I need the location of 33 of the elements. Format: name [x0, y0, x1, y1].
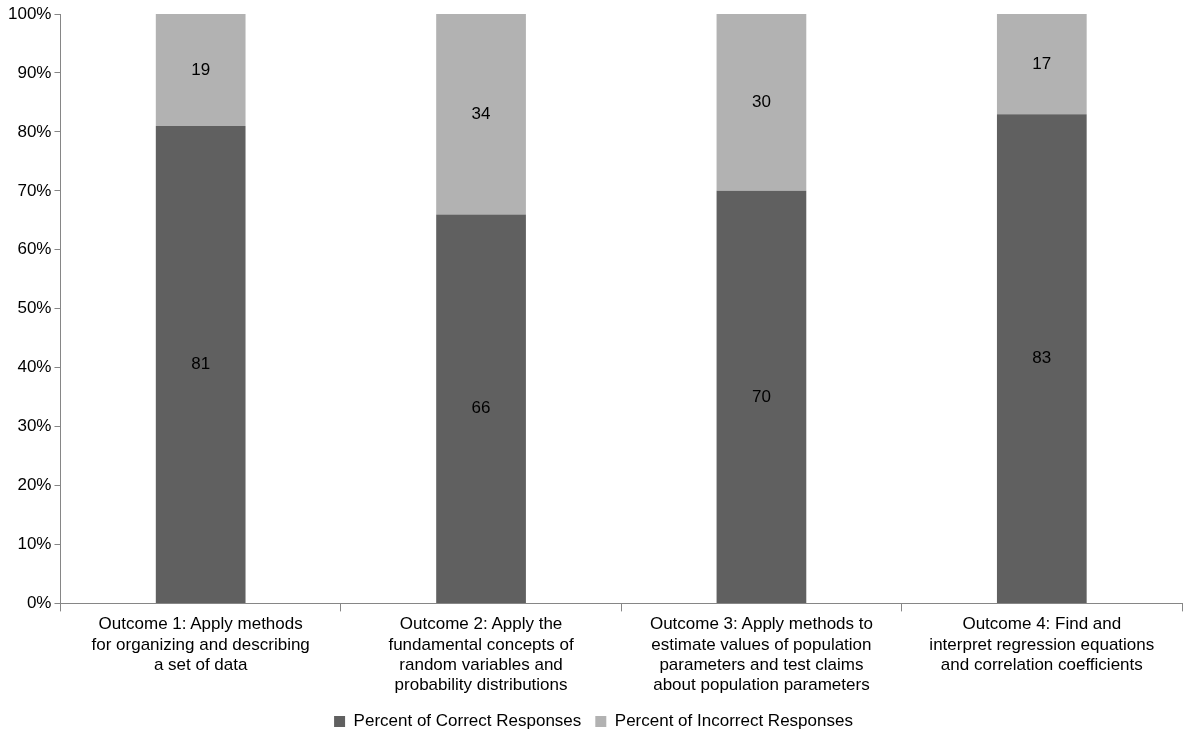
- y-tick-label: 20%: [17, 475, 52, 495]
- x-tick-label: Outcome 1: Apply methods for organizing and describing a set of data: [91, 614, 310, 675]
- y-tick-label: 80%: [17, 121, 52, 141]
- x-tick-label: Outcome 4: Find and interpret regression equations and correlation coefficients: [929, 614, 1155, 675]
- y-tick-label: 30%: [17, 416, 52, 436]
- y-tick-label: 100%: [8, 3, 52, 23]
- y-tick-label: 50%: [17, 298, 52, 318]
- y-tick-label: 90%: [17, 62, 52, 82]
- bar: [996, 14, 1087, 115]
- data-label: 81: [191, 354, 211, 374]
- x-tick-label: Outcome 2: Apply the fundamental concepts of random variables and probability distributions: [388, 614, 574, 695]
- bar: [436, 214, 526, 603]
- data-label: 70: [751, 386, 771, 406]
- bar: [716, 190, 807, 603]
- bar: [155, 14, 246, 126]
- y-tick-label: 40%: [17, 357, 52, 377]
- data-label: 34: [471, 103, 491, 123]
- bar: [996, 114, 1087, 603]
- bar: [436, 14, 526, 215]
- data-label: 66: [471, 398, 491, 418]
- bar: [716, 14, 807, 191]
- y-tick-label: 0%: [26, 593, 52, 613]
- y-tick-label: 10%: [17, 534, 52, 554]
- legend-label: Percent of Correct Responses: [353, 711, 582, 731]
- bar: [155, 125, 246, 603]
- x-tick-label: Outcome 3: Apply methods to estimate values of population parameters and test claims about population parameters: [649, 614, 873, 695]
- data-label: 19: [191, 59, 211, 79]
- data-label: 17: [1032, 53, 1052, 73]
- data-label: 83: [1032, 348, 1052, 368]
- y-tick-label: 70%: [17, 180, 52, 200]
- y-tick-label: 60%: [17, 239, 52, 259]
- legend-label: Percent of Incorrect Responses: [614, 711, 853, 731]
- data-label: 30: [751, 92, 771, 112]
